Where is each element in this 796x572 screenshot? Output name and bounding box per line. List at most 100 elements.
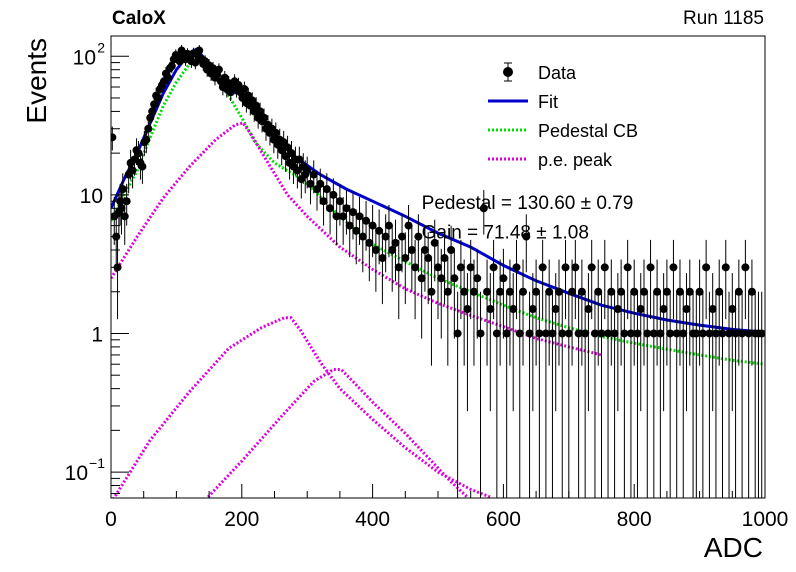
data-point: [636, 273, 645, 412]
data-point: [375, 209, 384, 265]
svg-text:1: 1: [91, 323, 103, 346]
data-point: [682, 273, 691, 412]
data-point: [163, 70, 172, 86]
y-axis-label: Events: [21, 38, 52, 124]
data-point: [725, 291, 734, 498]
y-tick-label: −110: [65, 455, 106, 485]
data-point: [594, 259, 603, 366]
data-point: [685, 259, 694, 366]
legend-label: Pedestal CB: [538, 121, 638, 141]
annotation-text: Gain = 71.48 ± 1.08: [422, 222, 589, 243]
data-point: [456, 239, 465, 320]
data-point: [113, 239, 122, 320]
data-point: [453, 291, 462, 498]
data-point: [600, 239, 609, 320]
data-point: [692, 291, 701, 498]
data-point: [607, 259, 616, 366]
data-point: [649, 291, 658, 498]
data-point: [316, 168, 325, 205]
data-point: [463, 273, 472, 412]
data-point: [617, 259, 626, 366]
data-point: [214, 63, 223, 77]
data-point: [391, 219, 400, 282]
y-tick-label: 210: [73, 39, 106, 69]
legend-entry: Pedestal CB: [488, 121, 638, 141]
data-point: [479, 190, 488, 235]
data-point: [741, 239, 750, 320]
data-point: [118, 173, 127, 211]
data-point: [623, 239, 632, 320]
data-point: [371, 225, 380, 292]
annotation-text: Pedestal = 130.60 ± 0.79: [422, 193, 634, 214]
data-point: [502, 291, 511, 498]
data-point: [731, 291, 740, 498]
x-tick-label: 200: [224, 508, 259, 531]
data-point: [519, 259, 528, 366]
data-point: [738, 291, 747, 498]
data-point: [669, 239, 678, 320]
curve-p-e-peak-1: [112, 316, 491, 498]
x-axis-label: ADC: [704, 532, 763, 563]
data-point: [757, 291, 765, 498]
data-point: [630, 259, 639, 366]
data-point: [407, 225, 416, 292]
data-point: [195, 45, 204, 57]
data-point: [427, 259, 436, 366]
data-point: [551, 273, 560, 412]
data-point: [656, 291, 665, 498]
data-point: [414, 214, 423, 273]
data-point: [584, 273, 593, 412]
data-point: [443, 259, 452, 366]
data-point: [535, 291, 544, 498]
data-point: [541, 291, 550, 498]
data-point: [532, 259, 541, 366]
data-point: [329, 178, 338, 218]
data-point: [734, 259, 743, 366]
data-point: [672, 291, 681, 498]
data-point: [711, 291, 720, 498]
data-point: [505, 259, 514, 366]
data-point: [522, 214, 531, 273]
data-point: [332, 197, 341, 245]
run-label: Run 1185: [683, 8, 764, 29]
data-point: [744, 291, 753, 498]
data-point: [515, 291, 524, 498]
data-point: [538, 239, 547, 320]
data-point: [574, 291, 583, 498]
data-point: [728, 273, 737, 412]
experiment-label: CaloX: [112, 8, 166, 29]
data-point: [244, 87, 253, 105]
data-point: [705, 291, 714, 498]
data-point: [613, 273, 622, 412]
data-point: [590, 291, 599, 498]
data-point: [581, 291, 590, 498]
legend-label: Data: [538, 63, 577, 83]
data-point: [643, 291, 652, 498]
data-point: [512, 239, 521, 320]
x-axis: 0 200 400 600 800 1000: [105, 484, 788, 531]
annotations: Pedestal = 130.60 ± 0.79 Gain = 71.48 ± 1…: [422, 193, 634, 243]
data-point: [626, 291, 635, 498]
data-point: [489, 239, 498, 320]
x-tick-label: 400: [355, 508, 390, 531]
data-point: [675, 259, 684, 366]
data-point: [460, 259, 469, 366]
data-point: [659, 273, 668, 412]
data-point: [571, 239, 580, 320]
data-point: [499, 248, 508, 339]
data-point: [122, 183, 131, 226]
svg-text:10: 10: [73, 46, 96, 69]
data-point: [138, 153, 147, 184]
data-point: [708, 273, 717, 412]
data-point: [492, 291, 501, 498]
data-point: [365, 219, 374, 282]
svg-text:−1: −1: [89, 455, 105, 471]
data-point: [295, 146, 304, 176]
data-point: [604, 291, 613, 498]
data-point: [358, 214, 367, 273]
x-tick-label: 0: [105, 508, 117, 531]
data-point: [394, 239, 403, 320]
data-point: [715, 259, 724, 366]
data-point: [640, 259, 649, 366]
data-point: [718, 291, 727, 498]
